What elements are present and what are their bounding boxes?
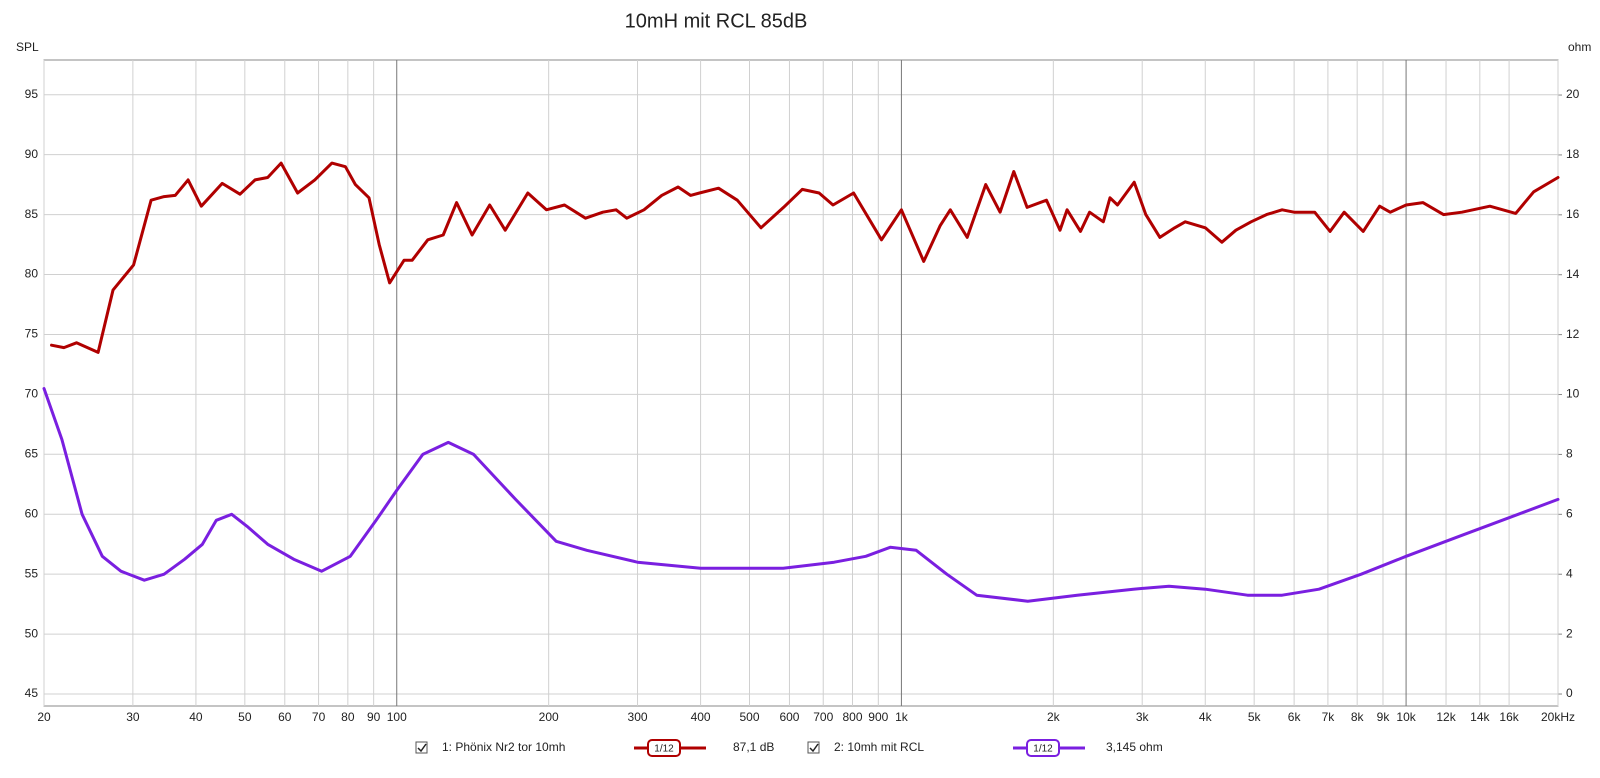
x-tick-label: 300 [628,710,648,724]
x-tick-label: 10k [1396,710,1416,724]
x-tick-label: 90 [367,710,381,724]
x-tick-label: 80 [341,710,355,724]
x-tick-label: 100 [387,710,407,724]
legend-checkmark [417,743,427,753]
y2-tick-label: 18 [1566,147,1580,161]
legend-label: 1: Phönix Nr2 tor 10mh [442,740,565,754]
legend-smoothing-box [1026,739,1060,757]
x-tick-label: 500 [739,710,759,724]
x-tick-label: 800 [842,710,862,724]
x-tick-label: 8k [1351,710,1365,724]
y2-tick-label: 0 [1566,686,1573,700]
y2-tick-label: 4 [1566,566,1573,580]
y2-tick-label: 20 [1566,87,1580,101]
y-tick-label: 45 [25,686,39,700]
y-axis-label: SPL [16,40,39,54]
x-tick-label: 3k [1136,710,1150,724]
legend-smoothing: 1/12 [1033,744,1053,755]
series-line [50,161,1560,354]
y2-tick-label: 12 [1566,327,1580,341]
y-tick-label: 90 [25,147,39,161]
legend-readout: 87,1 dB [733,740,774,754]
x-tick-label: 6k [1288,710,1302,724]
x-tick-label: 20 [37,710,51,724]
y-tick-label: 50 [25,626,39,640]
chart-title: 10mH mit RCL 85dB [625,10,808,32]
legend-smoothing: 1/12 [654,744,674,755]
y-tick-label: 55 [25,566,39,580]
x-tick-label: 40 [189,710,203,724]
x-tick-label: 700 [813,710,833,724]
y-tick-label: 65 [25,446,39,460]
y2-tick-label: 16 [1566,207,1580,221]
y-tick-label: 70 [25,387,39,401]
legend-readout: 3,145 ohm [1106,740,1163,754]
legend-item[interactable]: 2: 10mh mit RCL 1/12 3,145 ohm [807,739,1163,757]
y-tick-label: 85 [25,207,39,221]
y-tick-label: 60 [25,506,39,520]
x-tick-label: 20kHz [1541,710,1575,724]
x-tick-label: 14k [1470,710,1490,724]
x-tick-label: 200 [539,710,559,724]
y2-tick-label: 2 [1566,626,1573,640]
x-tick-label: 2k [1047,710,1061,724]
x-tick-label: 16k [1499,710,1519,724]
x-tick-label: 600 [779,710,799,724]
legend-label: 2: 10mh mit RCL [834,740,924,754]
y-tick-label: 95 [25,87,39,101]
y-tick-label: 80 [25,267,39,281]
y2-tick-label: 6 [1566,506,1573,520]
y2-tick-label: 10 [1566,387,1580,401]
legend-checkbox [415,741,428,754]
legend-item[interactable]: 1: Phönix Nr2 tor 10mh 1/12 87,1 dB [415,739,774,757]
x-tick-label: 70 [312,710,326,724]
x-tick-label: 1k [895,710,909,724]
plot-area [43,59,1559,707]
legend-smoothing-box [647,739,681,757]
legend-checkbox [807,741,820,754]
y2-axis-label: ohm [1568,40,1591,54]
x-tick-label: 60 [278,710,292,724]
x-tick-label: 900 [868,710,888,724]
series-line [42,387,1560,603]
x-tick-label: 400 [691,710,711,724]
x-tick-label: 4k [1199,710,1213,724]
x-tick-label: 9k [1377,710,1391,724]
x-tick-label: 7k [1322,710,1336,724]
legend-checkmark [809,743,819,753]
x-tick-label: 12k [1436,710,1456,724]
y2-tick-label: 14 [1566,267,1580,281]
x-tick-label: 50 [238,710,252,724]
y2-tick-label: 8 [1566,447,1573,461]
x-tick-label: 30 [126,710,140,724]
x-tick-label: 5k [1248,710,1262,724]
y-tick-label: 75 [25,327,39,341]
